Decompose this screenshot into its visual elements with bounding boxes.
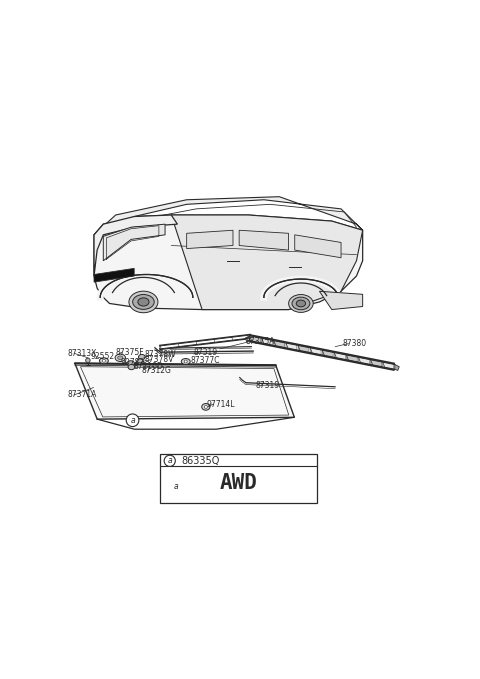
Ellipse shape [181,359,190,365]
Polygon shape [295,235,341,258]
Polygon shape [94,268,134,282]
Polygon shape [322,350,333,357]
Polygon shape [319,291,363,310]
Text: a: a [130,416,135,425]
Polygon shape [94,215,178,276]
Polygon shape [250,336,261,343]
Polygon shape [250,336,395,369]
Text: 87312G: 87312G [141,366,171,375]
Text: a: a [174,481,179,491]
Circle shape [170,480,182,492]
Text: a: a [168,456,172,465]
Text: AWD: AWD [220,473,257,493]
Text: 87319: 87319 [255,381,279,390]
Polygon shape [94,197,363,235]
Polygon shape [245,336,250,342]
Text: 90782: 90782 [120,358,145,367]
Ellipse shape [296,300,306,307]
Ellipse shape [99,358,108,364]
Text: 87380: 87380 [343,339,367,348]
Ellipse shape [292,297,310,310]
Polygon shape [298,346,309,352]
Polygon shape [160,335,250,349]
Text: 92552: 92552 [91,352,115,361]
Circle shape [204,405,207,408]
Ellipse shape [128,365,135,369]
Ellipse shape [132,295,154,310]
Ellipse shape [202,403,210,410]
Text: 87378V: 87378V [145,355,174,364]
Ellipse shape [129,291,158,313]
Ellipse shape [138,298,149,306]
Circle shape [85,358,90,363]
Polygon shape [75,363,294,419]
Circle shape [126,414,139,426]
Polygon shape [187,230,233,249]
Text: 97714L: 97714L [207,400,235,409]
Polygon shape [359,357,370,365]
Circle shape [184,360,187,363]
Polygon shape [286,343,297,350]
Polygon shape [383,362,394,369]
Ellipse shape [115,354,125,361]
FancyBboxPatch shape [160,454,317,503]
Polygon shape [347,355,357,362]
Polygon shape [171,215,363,310]
Text: 87375A: 87375A [245,337,275,346]
Text: 87210D: 87210D [133,362,164,371]
Polygon shape [103,224,165,261]
Ellipse shape [288,295,313,312]
Text: 86335Q: 86335Q [181,456,220,466]
Circle shape [164,455,175,466]
Text: 87377C: 87377C [190,356,220,365]
Text: 87313X: 87313X [67,349,97,358]
Text: 87371A: 87371A [67,390,97,399]
Text: 87319: 87319 [193,348,217,356]
Text: 87378W: 87378W [145,350,177,359]
Polygon shape [262,338,273,345]
Ellipse shape [139,354,145,360]
Ellipse shape [118,356,123,360]
Polygon shape [94,215,363,310]
Polygon shape [310,348,321,354]
Polygon shape [395,365,399,371]
Polygon shape [335,352,345,359]
Polygon shape [239,230,288,250]
Polygon shape [274,341,285,348]
Ellipse shape [127,361,134,366]
Text: 87375F: 87375F [115,348,144,356]
Ellipse shape [137,359,144,364]
Polygon shape [371,360,382,367]
Circle shape [102,359,106,362]
